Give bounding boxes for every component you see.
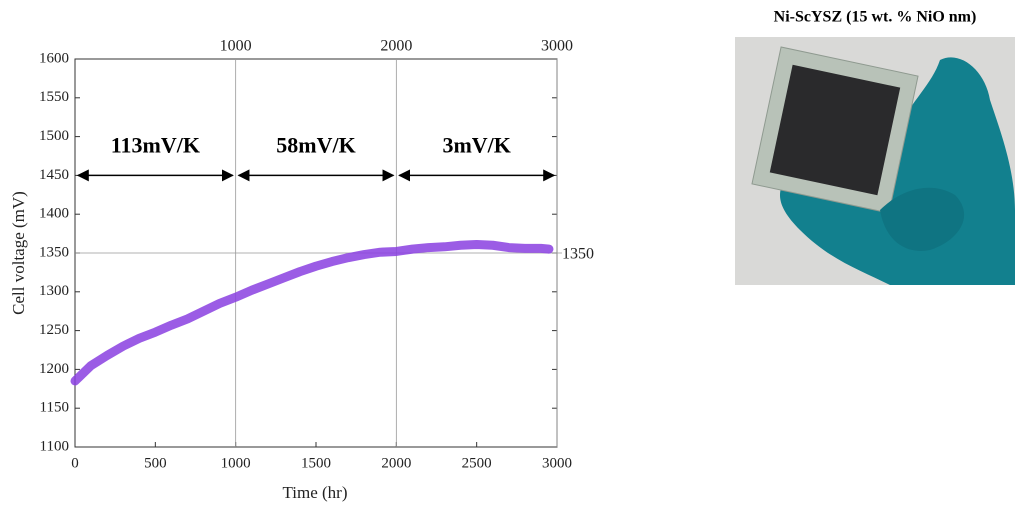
y-axis-label: Cell voltage (mV)	[9, 191, 28, 315]
x-tick-label: 3000	[542, 455, 572, 471]
y-tick-label: 1100	[40, 438, 69, 454]
y-tick-label: 1350	[39, 244, 69, 260]
data-line	[70, 239, 554, 386]
annotation-text: 113mV/K	[111, 132, 200, 157]
x2-tick-label: 3000	[541, 38, 573, 55]
y-tick-label: 1300	[39, 283, 69, 299]
x-tick-label: 0	[71, 455, 79, 471]
x-tick-label: 1000	[221, 455, 251, 471]
y-tick-label: 1550	[39, 89, 69, 105]
y-tick-label: 1250	[39, 322, 69, 338]
x-tick-label: 2500	[462, 455, 492, 471]
y-tick-label: 1450	[39, 167, 69, 183]
annotation-text: 3mV/K	[442, 132, 510, 157]
x2-tick-label: 1000	[220, 38, 252, 55]
y-tick-label: 1150	[40, 400, 69, 416]
photo: Ni-ScYSZ (15 wt. % NiO nm)	[735, 9, 1015, 285]
annotation-text: 58mV/K	[276, 132, 355, 157]
x2-tick-label: 2000	[380, 38, 412, 55]
x-tick-label: 1500	[301, 455, 331, 471]
x-axis-label: Time (hr)	[282, 483, 347, 502]
reference-label: 1350	[562, 246, 594, 263]
y-tick-label: 1400	[39, 206, 69, 222]
x-tick-label: 2000	[381, 455, 411, 471]
y-tick-label: 1500	[39, 128, 69, 144]
x-tick-label: 500	[144, 455, 167, 471]
y-tick-label: 1600	[39, 50, 69, 66]
photo-title: Ni-ScYSZ (15 wt. % NiO nm)	[774, 9, 977, 26]
y-tick-label: 1200	[39, 361, 69, 377]
